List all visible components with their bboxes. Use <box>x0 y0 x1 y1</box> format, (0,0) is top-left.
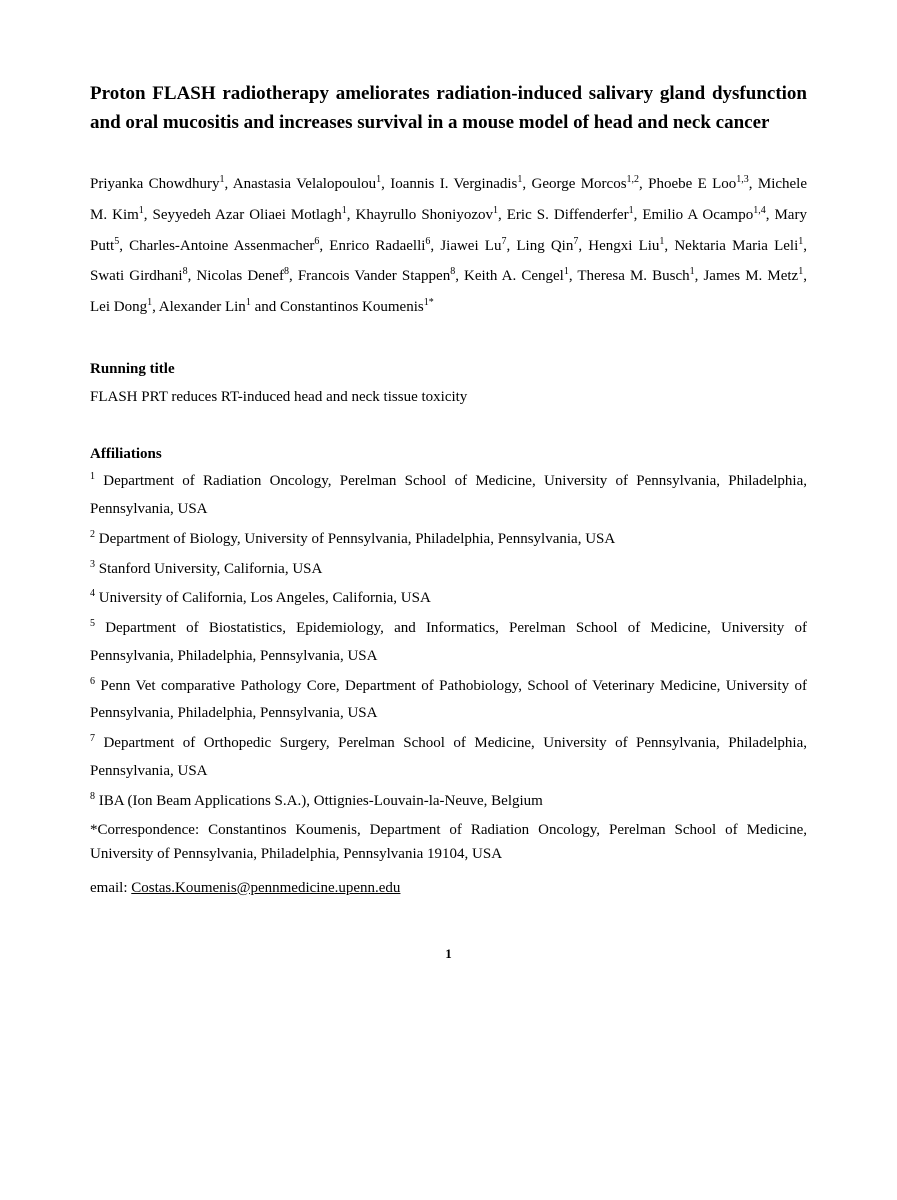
email-label: email: <box>90 880 131 896</box>
affiliation-item: 5 Department of Biostatistics, Epidemiol… <box>90 615 807 671</box>
affiliation-item: 8 IBA (Ion Beam Applications S.A.), Otti… <box>90 788 807 816</box>
affiliation-item: 4 University of California, Los Angeles,… <box>90 585 807 613</box>
author-list: Priyanka Chowdhury1, Anastasia Velalopou… <box>90 169 807 323</box>
page-number: 1 <box>90 942 807 967</box>
running-title-heading: Running title <box>90 355 807 384</box>
affiliations-heading: Affiliations <box>90 440 807 469</box>
paper-page: Proton FLASH radiotherapy ameliorates ra… <box>0 0 897 1007</box>
running-title-text: FLASH PRT reduces RT-induced head and ne… <box>90 383 807 412</box>
correspondence-text: *Correspondence: Constantinos Koumenis, … <box>90 819 807 866</box>
affiliations-list: 1 Department of Radiation Oncology, Pere… <box>90 468 807 815</box>
paper-title: Proton FLASH radiotherapy ameliorates ra… <box>90 80 807 137</box>
email-link[interactable]: Costas.Koumenis@pennmedicine.upenn.edu <box>131 880 400 896</box>
affiliation-item: 7 Department of Orthopedic Surgery, Pere… <box>90 730 807 786</box>
affiliation-item: 1 Department of Radiation Oncology, Pere… <box>90 468 807 524</box>
affiliation-item: 6 Penn Vet comparative Pathology Core, D… <box>90 673 807 729</box>
email-line: email: Costas.Koumenis@pennmedicine.upen… <box>90 874 807 903</box>
affiliation-item: 3 Stanford University, California, USA <box>90 556 807 584</box>
affiliation-item: 2 Department of Biology, University of P… <box>90 526 807 554</box>
